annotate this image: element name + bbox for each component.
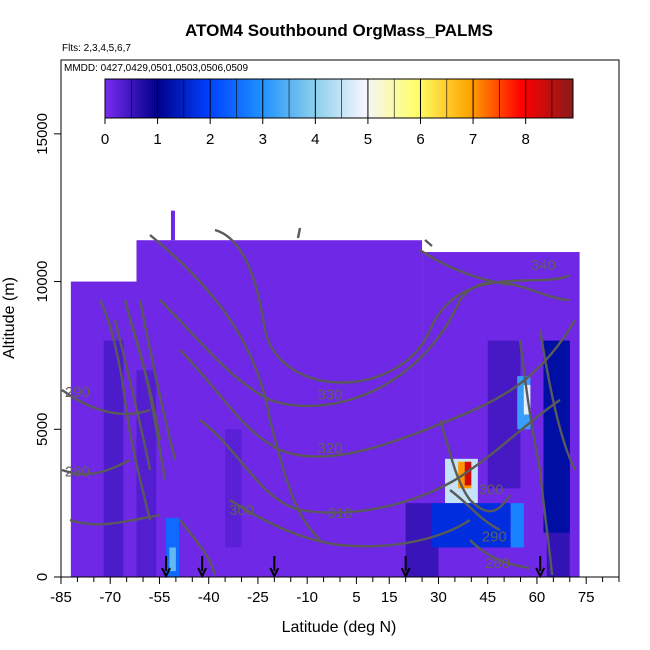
flight-arrow (535, 556, 546, 579)
contour-label: 320 (318, 440, 343, 457)
contour-line (449, 489, 501, 532)
contour-lines (61, 227, 577, 576)
contour-line (438, 419, 511, 513)
contour-label: 280 (485, 555, 510, 572)
x-tick-label: 15 (381, 589, 398, 606)
contour-label: 290 (65, 384, 90, 401)
x-tick-label: 5 (352, 589, 360, 606)
contour-line (113, 319, 152, 471)
colorbar-tick-label: 5 (364, 131, 372, 148)
contour-line (296, 227, 302, 239)
colorbar-tick-label: 4 (311, 131, 319, 148)
contour-label: 340 (531, 257, 556, 274)
y-tick-label: 5000 (34, 413, 51, 446)
flight-arrow (161, 556, 171, 579)
x-tick-label: 75 (578, 589, 595, 606)
x-tick-label: -85 (50, 589, 72, 606)
coverage-block (170, 210, 175, 241)
contour-label: 300 (229, 502, 254, 519)
colorbar: 0 1 2 3 4 5 6 7 8 (101, 78, 574, 148)
heatmap-cell (103, 340, 124, 577)
flights-label: Flts: 2,3,4,5,6,7 (62, 43, 131, 54)
y-axis: 0 5000 10000 15000 (34, 113, 61, 581)
contour-line (179, 319, 577, 458)
contour-line (69, 513, 161, 526)
contour-line (61, 458, 131, 476)
flight-arrows (161, 556, 546, 579)
y-tick-label: 10000 (34, 261, 51, 303)
x-axis-label: Latitude (deg N) (282, 619, 397, 636)
heatmap-cell (136, 370, 157, 577)
contour-line (138, 299, 177, 461)
heatmap-cell (510, 503, 524, 548)
x-tick-label: -25 (247, 589, 269, 606)
coverage-block (136, 240, 423, 577)
contour-line (424, 239, 433, 247)
y-tick-label: 0 (34, 573, 51, 581)
colorbar-gradient (104, 78, 574, 119)
contour-line (538, 329, 577, 471)
chart-title: ATOM4 Southbound OrgMass_PALMS (185, 21, 493, 40)
x-tick-label: 45 (479, 589, 496, 606)
contour-line (419, 249, 511, 287)
x-axis: -85 -70 -55 -40 -25 -10 5 15 30 45 60 75 (50, 577, 620, 606)
x-tick-label: -55 (149, 589, 171, 606)
contour-line (61, 389, 151, 416)
contour-label: 330 (318, 387, 343, 404)
colorbar-tick-label: 3 (259, 131, 267, 148)
contour-label: 290 (482, 529, 507, 546)
contour-label: 310 (327, 505, 352, 522)
flight-arrow (400, 556, 411, 579)
colorbar-tick-label: 1 (153, 131, 161, 148)
x-tick-label: 60 (529, 589, 546, 606)
colorbar-tick-label: 0 (101, 131, 109, 148)
heatmap-cell (464, 461, 472, 486)
flight-arrow (197, 556, 208, 579)
colorbar-tick-label: 6 (416, 131, 424, 148)
contour-label: 300 (478, 481, 503, 498)
contour-line (199, 399, 561, 514)
x-tick-label: -10 (296, 589, 318, 606)
heatmap-cell (487, 340, 521, 489)
colorbar-tick-label: 2 (206, 131, 214, 148)
contour-line (149, 234, 321, 541)
heatmap-layer (70, 210, 580, 577)
x-tick-label: -70 (99, 589, 121, 606)
contour-line (229, 499, 471, 548)
contour-line (179, 519, 217, 576)
contour-line (98, 299, 152, 521)
contour-line (518, 339, 554, 576)
y-axis-label: Altitude (m) (1, 277, 18, 359)
colorbar-tick-label: 7 (469, 131, 477, 148)
contour-labels: 340 330 320 310 300 300 290 290 280 280 (65, 257, 556, 572)
x-tick-label: 30 (430, 589, 447, 606)
dates-label: MMDD: 0427,0429,0501,0503,0506,0509 (64, 63, 248, 74)
y-tick-label: 15000 (34, 113, 51, 155)
contour-line (469, 539, 531, 570)
x-tick-label: -40 (198, 589, 220, 606)
contour-label: 280 (65, 464, 90, 481)
colorbar-tick-label: 8 (522, 131, 530, 148)
heatmap-cell (169, 547, 176, 572)
contour-line (128, 319, 167, 481)
flight-arrow (269, 556, 280, 579)
